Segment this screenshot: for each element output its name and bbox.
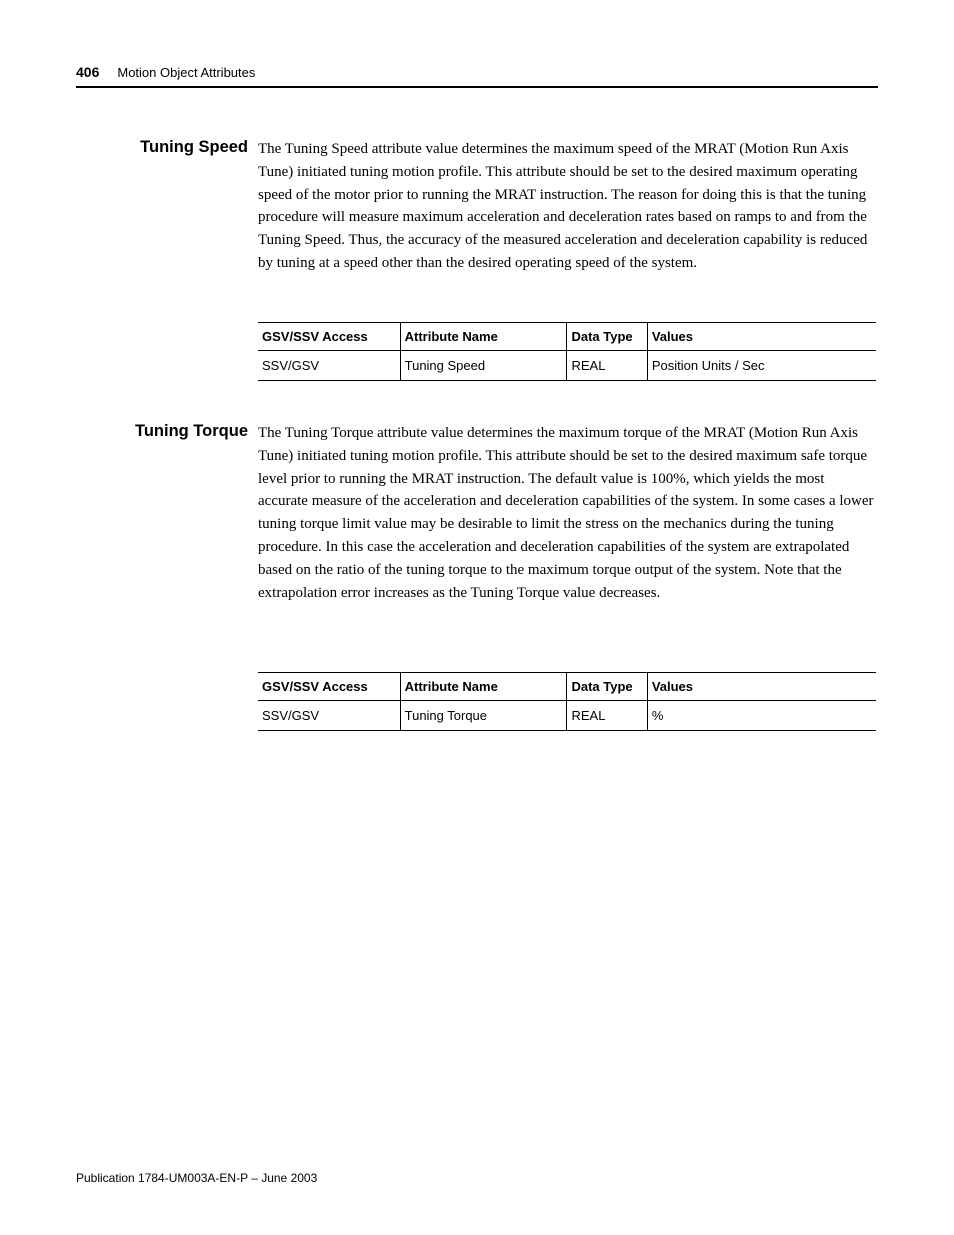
table-tuning-speed: GSV/SSV Access Attribute Name Data Type … [258, 322, 876, 381]
col-header-values: Values [647, 323, 876, 351]
table-tuning-torque: GSV/SSV Access Attribute Name Data Type … [258, 672, 876, 731]
table-header-row: GSV/SSV Access Attribute Name Data Type … [258, 673, 876, 701]
page-number: 406 [76, 64, 99, 80]
col-header-access: GSV/SSV Access [258, 673, 400, 701]
table-header-row: GSV/SSV Access Attribute Name Data Type … [258, 323, 876, 351]
cell-values: Position Units / Sec [647, 351, 876, 381]
col-header-type: Data Type [567, 673, 647, 701]
col-header-attr: Attribute Name [400, 323, 567, 351]
cell-type: REAL [567, 351, 647, 381]
col-header-access: GSV/SSV Access [258, 323, 400, 351]
page-header: 406 Motion Object Attributes [76, 64, 878, 88]
paragraph-tuning-speed: The Tuning Speed attribute value determi… [258, 138, 876, 275]
col-header-attr: Attribute Name [400, 673, 567, 701]
section-heading-tuning-speed: Tuning Speed [140, 138, 248, 157]
attribute-table: GSV/SSV Access Attribute Name Data Type … [258, 322, 876, 381]
col-header-values: Values [647, 673, 876, 701]
section-tuning-torque: Tuning Torque The Tuning Torque attribut… [258, 422, 876, 604]
cell-values: % [647, 701, 876, 731]
paragraph-tuning-torque: The Tuning Torque attribute value determ… [258, 422, 876, 604]
chapter-title: Motion Object Attributes [117, 65, 255, 80]
cell-access: SSV/GSV [258, 351, 400, 381]
section-tuning-speed: Tuning Speed The Tuning Speed attribute … [258, 138, 876, 275]
attribute-table: GSV/SSV Access Attribute Name Data Type … [258, 672, 876, 731]
cell-attr: Tuning Torque [400, 701, 567, 731]
cell-attr: Tuning Speed [400, 351, 567, 381]
col-header-type: Data Type [567, 323, 647, 351]
cell-type: REAL [567, 701, 647, 731]
footer-publication: Publication 1784-UM003A-EN-P – June 2003 [76, 1171, 317, 1185]
section-heading-tuning-torque: Tuning Torque [135, 422, 248, 441]
table-row: SSV/GSV Tuning Speed REAL Position Units… [258, 351, 876, 381]
table-row: SSV/GSV Tuning Torque REAL % [258, 701, 876, 731]
cell-access: SSV/GSV [258, 701, 400, 731]
